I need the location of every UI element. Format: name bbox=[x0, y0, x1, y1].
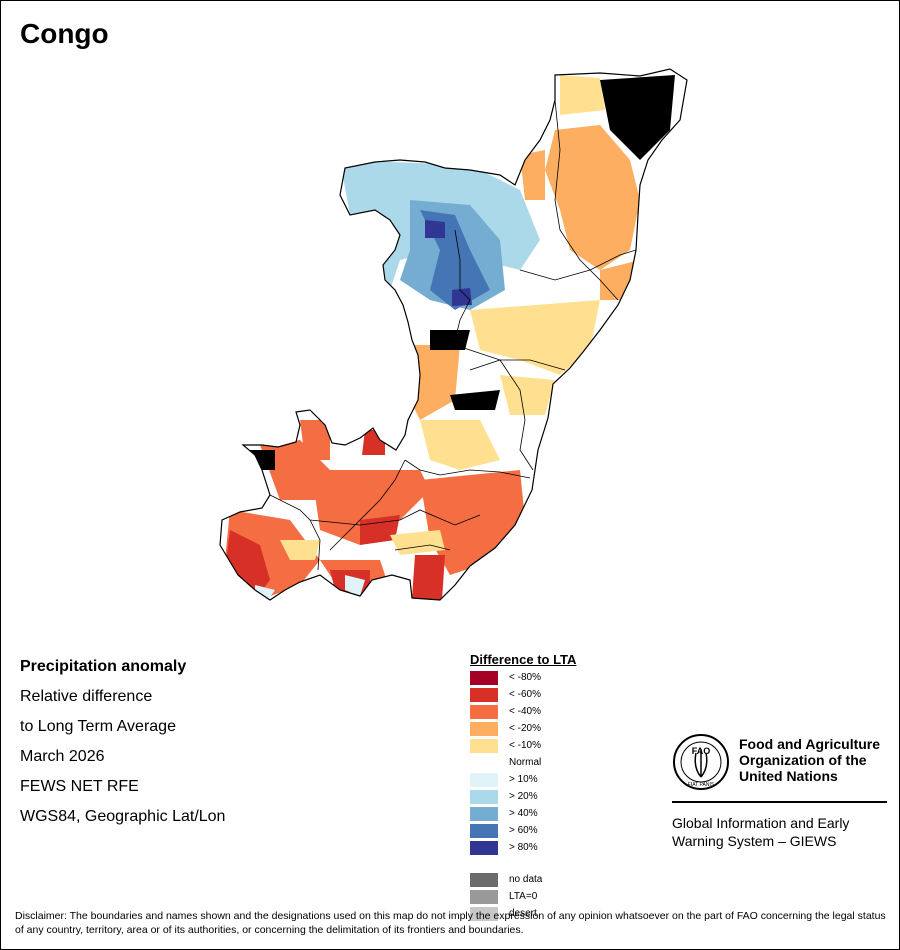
giews-line-1: Global Information and Early bbox=[672, 815, 850, 831]
info-projection: WGS84, Geographic Lat/Lon bbox=[20, 808, 226, 825]
fao-logo-text: FAO bbox=[692, 746, 711, 756]
legend-swatch bbox=[470, 890, 498, 904]
info-source: FEWS NET RFE bbox=[20, 778, 139, 795]
legend-label: LTA=0 bbox=[509, 891, 538, 902]
anomaly-zone bbox=[280, 75, 605, 560]
giews-line-2: Warning System – GIEWS bbox=[672, 833, 837, 849]
legend-label: < -40% bbox=[509, 706, 541, 717]
legend-label: no data bbox=[509, 874, 543, 885]
fao-logo-icon: FAO FIAT PANIS bbox=[673, 734, 729, 790]
legend-swatch bbox=[470, 773, 498, 787]
legend-swatch bbox=[470, 671, 498, 685]
giews-name: Global Information and Early Warning Sys… bbox=[672, 814, 849, 850]
legend-label: > 40% bbox=[509, 808, 538, 819]
map-title: Congo bbox=[20, 18, 109, 49]
congo-precipitation-map bbox=[219, 68, 688, 601]
info-line-2: to Long Term Average bbox=[20, 718, 176, 735]
anomaly-zone bbox=[410, 125, 640, 420]
legend-label: < -10% bbox=[509, 740, 541, 751]
department-boundaries bbox=[269, 99, 637, 571]
legend-swatch bbox=[470, 739, 498, 753]
legend-label: < -60% bbox=[509, 689, 541, 700]
legend-label: > 10% bbox=[509, 774, 538, 785]
legend-label: > 20% bbox=[509, 791, 538, 802]
country-outline bbox=[219, 68, 688, 601]
legend-swatch bbox=[470, 790, 498, 804]
map-info: Precipitation anomaly Relative differenc… bbox=[20, 656, 225, 836]
legend-swatch bbox=[470, 873, 498, 887]
info-line-1: Relative difference bbox=[20, 688, 153, 705]
legend-title: Difference to LTA bbox=[470, 652, 577, 667]
fao-name-line-1: Food and Agriculture bbox=[739, 736, 881, 752]
legend-label: > 60% bbox=[509, 825, 538, 836]
legend-swatch bbox=[470, 756, 498, 770]
info-heading: Precipitation anomaly bbox=[20, 658, 187, 675]
fao-divider bbox=[672, 801, 887, 803]
info-period: March 2026 bbox=[20, 748, 105, 765]
fao-name: Food and Agriculture Organization of the… bbox=[739, 736, 880, 784]
legend-swatch bbox=[470, 907, 498, 921]
legend-swatch bbox=[470, 688, 498, 702]
disclaimer: Disclaimer: The boundaries and names sho… bbox=[15, 910, 886, 936]
legend-swatch bbox=[470, 824, 498, 838]
legend-label: Normal bbox=[509, 757, 542, 768]
fao-logo-motto: FIAT PANIS bbox=[688, 782, 715, 788]
legend-swatch bbox=[470, 722, 498, 736]
legend-items: < -80% < -60% < -40% < -20% < -10% Normal > 10… bbox=[470, 671, 576, 921]
legend-swatch bbox=[470, 841, 498, 855]
legend-label: desert bbox=[509, 908, 537, 919]
legend-swatch bbox=[470, 705, 498, 719]
legend: Difference to LTA < -80% < -60% < -40% < -2… bbox=[470, 652, 577, 921]
fao-name-line-3: United Nations bbox=[739, 768, 838, 784]
fao-name-line-2: Organization of the bbox=[739, 752, 867, 768]
legend-label: < -80% bbox=[509, 672, 541, 683]
legend-label: > 80% bbox=[509, 842, 538, 853]
legend-swatch bbox=[470, 807, 498, 821]
legend-label: < -20% bbox=[509, 723, 541, 734]
anomaly-zone bbox=[250, 75, 675, 470]
